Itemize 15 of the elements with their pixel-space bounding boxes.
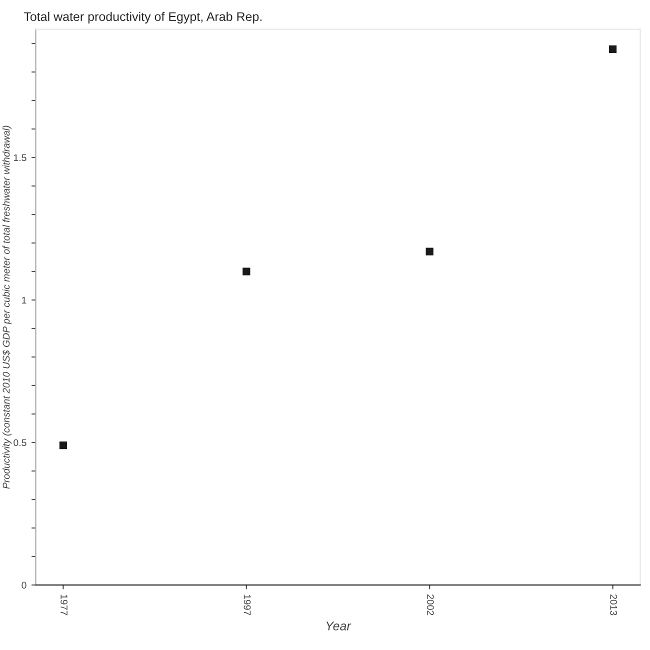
- y-axis-title: Productivity (constant 2010 US$ GDP per cubic meter of total freshwater withdrawal): [2, 126, 12, 489]
- x-tick-label: 2013: [610, 594, 618, 616]
- y-tick-label: 1.5: [14, 154, 26, 162]
- chart-title: Total water productivity of Egypt, Arab Rep.: [24, 12, 262, 24]
- y-tick-label: 0: [22, 582, 26, 589]
- point: [426, 248, 434, 256]
- x-tick-label: 1997: [244, 594, 251, 616]
- point: [59, 442, 68, 450]
- x-axis-title: Year: [326, 622, 352, 630]
- y-tick-label: 0.5: [14, 439, 26, 446]
- point: [608, 45, 617, 54]
- x-tick-label: 1977: [60, 594, 68, 616]
- point: [242, 268, 250, 276]
- x-tick-label: 2002: [426, 594, 434, 616]
- y-tick-label: 1: [22, 296, 26, 304]
